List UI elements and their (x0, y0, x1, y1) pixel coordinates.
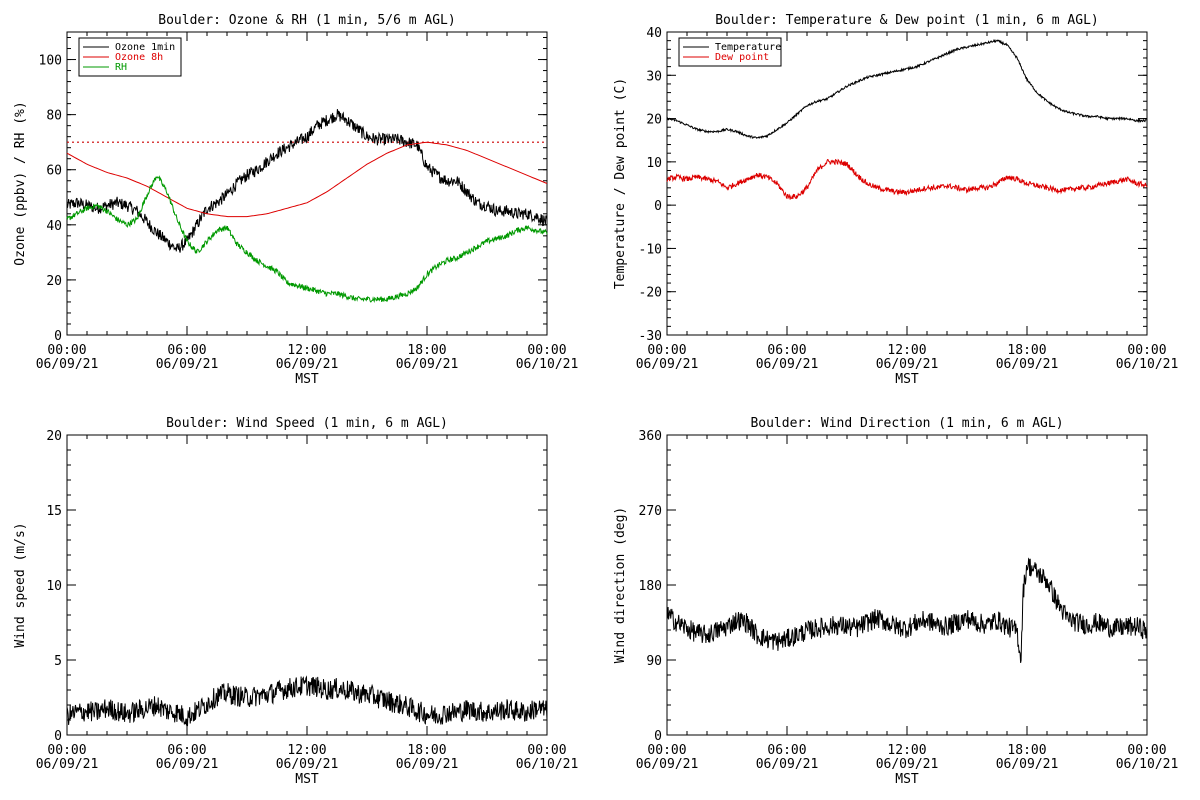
x-tick-date: 06/10/21 (516, 757, 579, 772)
x-tick-date: 06/09/21 (276, 357, 339, 372)
chart-title: Boulder: Wind Direction (1 min, 6 m AGL) (750, 416, 1063, 431)
x-tick-date: 06/09/21 (756, 757, 819, 772)
y-tick-label: 15 (46, 504, 62, 519)
x-tick-date: 06/09/21 (36, 757, 99, 772)
y-tick-label: 40 (646, 26, 662, 41)
y-tick-label: 30 (646, 69, 662, 84)
y-axis-label: Ozone (ppbv) / RH (%) (13, 101, 28, 265)
chart-title: Boulder: Ozone & RH (1 min, 5/6 m AGL) (158, 13, 455, 28)
y-tick-label: 0 (54, 729, 62, 744)
y-tick-label: 60 (46, 164, 62, 179)
y-tick-label: 100 (39, 54, 62, 69)
chart-panel-2: Boulder: Temperature & Dew point (1 min,… (613, 13, 1178, 387)
y-tick-label: 20 (46, 429, 62, 444)
y-axis-label: Wind direction (deg) (613, 507, 628, 664)
series-line-1 (666, 38, 1148, 139)
x-tick-time: 18:00 (407, 743, 446, 758)
y-tick-label: 0 (654, 729, 662, 744)
x-tick-time: 00:00 (1127, 343, 1166, 358)
x-tick-date: 06/09/21 (876, 357, 939, 372)
x-tick-time: 00:00 (527, 343, 566, 358)
x-tick-date: 06/09/21 (636, 357, 699, 372)
x-tick-date: 06/10/21 (516, 357, 579, 372)
x-tick-date: 06/09/21 (156, 757, 219, 772)
y-tick-label: 20 (46, 274, 62, 289)
series-line-3 (66, 175, 548, 303)
legend-label: RH (115, 62, 127, 73)
chart-panel-3: Boulder: Wind Speed (1 min, 6 m AGL) 0 5 10… (13, 416, 578, 787)
series-line-1 (666, 557, 1148, 663)
x-tick-date: 06/09/21 (156, 357, 219, 372)
chart-title: Boulder: Temperature & Dew point (1 min,… (715, 13, 1099, 28)
y-tick-label: 270 (639, 504, 662, 519)
legend-label: Dew point (715, 52, 769, 63)
y-tick-label: -10 (639, 242, 662, 257)
x-tick-date: 06/10/21 (1116, 357, 1179, 372)
plot-frame (666, 434, 1148, 736)
x-tick-date: 06/10/21 (1116, 757, 1179, 772)
x-tick-time: 12:00 (287, 343, 326, 358)
x-tick-time: 12:00 (887, 743, 926, 758)
x-tick-date: 06/09/21 (756, 357, 819, 372)
y-tick-label: 360 (639, 429, 662, 444)
x-tick-date: 06/09/21 (996, 357, 1059, 372)
x-tick-date: 06/09/21 (636, 757, 699, 772)
x-tick-time: 00:00 (647, 343, 686, 358)
series-line-1 (66, 675, 548, 727)
y-tick-label: 40 (46, 219, 62, 234)
y-tick-label: 10 (46, 579, 62, 594)
y-tick-label: 0 (54, 329, 62, 344)
y-axis-label: Temperature / Dew point (C) (613, 78, 628, 289)
x-tick-date: 06/09/21 (876, 757, 939, 772)
legend-label: Temperature (715, 42, 781, 53)
x-tick-date: 06/09/21 (396, 757, 459, 772)
y-tick-label: 90 (646, 654, 662, 669)
x-tick-time: 18:00 (1007, 343, 1046, 358)
plot-frame (66, 31, 548, 336)
y-tick-label: 5 (54, 654, 62, 669)
x-axis-label: MST (895, 372, 919, 387)
x-tick-time: 00:00 (47, 343, 86, 358)
x-axis-label: MST (295, 372, 319, 387)
chart-panel-4: Boulder: Wind Direction (1 min, 6 m AGL)… (613, 416, 1178, 787)
legend-box (678, 37, 782, 67)
x-tick-time: 06:00 (767, 743, 806, 758)
x-tick-time: 06:00 (167, 343, 206, 358)
y-tick-label: 20 (646, 113, 662, 128)
x-tick-time: 18:00 (1007, 743, 1046, 758)
x-tick-time: 06:00 (767, 343, 806, 358)
x-tick-time: 00:00 (527, 743, 566, 758)
y-tick-label: 0 (654, 199, 662, 214)
x-tick-date: 06/09/21 (36, 357, 99, 372)
x-tick-time: 00:00 (1127, 743, 1166, 758)
x-tick-time: 06:00 (167, 743, 206, 758)
x-tick-date: 06/09/21 (996, 757, 1059, 772)
y-axis-label: Wind speed (m/s) (13, 522, 28, 647)
x-tick-time: 18:00 (407, 343, 446, 358)
x-axis-label: MST (895, 772, 919, 787)
series-line-2 (66, 141, 548, 218)
legend-label: Ozone 1min (115, 42, 175, 53)
y-tick-label: 10 (646, 156, 662, 171)
x-tick-time: 12:00 (887, 343, 926, 358)
series-line-1 (66, 109, 548, 253)
chart-panel-1: Boulder: Ozone & RH (1 min, 5/6 m AGL) 0 2… (13, 13, 578, 387)
x-tick-time: 00:00 (647, 743, 686, 758)
legend-label: Ozone 8h (115, 52, 163, 63)
x-tick-time: 00:00 (47, 743, 86, 758)
y-tick-label: 80 (46, 109, 62, 124)
x-tick-time: 12:00 (287, 743, 326, 758)
y-tick-label: -30 (639, 329, 662, 344)
x-tick-date: 06/09/21 (396, 357, 459, 372)
y-tick-label: 180 (639, 579, 662, 594)
x-tick-date: 06/09/21 (276, 757, 339, 772)
chart-title: Boulder: Wind Speed (1 min, 6 m AGL) (166, 416, 448, 431)
x-axis-label: MST (295, 772, 319, 787)
series-line-2 (666, 158, 1148, 200)
y-tick-label: -20 (639, 286, 662, 301)
